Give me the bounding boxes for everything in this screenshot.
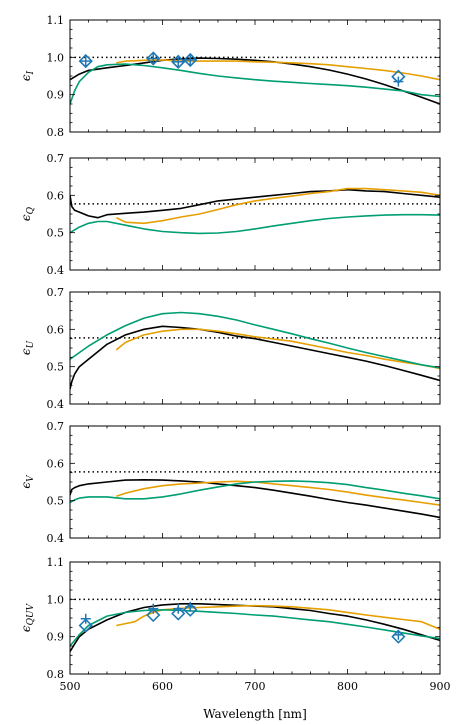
series-line-1 — [70, 57, 440, 105]
diamond-marker — [183, 602, 198, 617]
y-tick-label: 0.7 — [47, 420, 65, 433]
y-tick-label: 0.8 — [47, 668, 65, 681]
y-axis-label: ϵU — [19, 340, 36, 355]
y-tick-label: 0.5 — [47, 361, 65, 374]
panel-1: 0.8 0.9 1.0 1.1 ϵI — [19, 14, 441, 139]
series-line-1 — [70, 602, 440, 653]
plus-marker — [148, 53, 159, 64]
x-tick-label: 900 — [430, 680, 451, 693]
x-tick-label: 500 — [60, 680, 81, 693]
y-tick-label: 0.9 — [47, 89, 65, 102]
y-tick-label: 0.5 — [47, 495, 65, 508]
panel-3: 0.4 0.5 0.6 0.7 ϵU — [19, 286, 441, 411]
y-axis-label: ϵQ — [19, 206, 36, 221]
y-tick-label: 1.1 — [47, 556, 65, 569]
y-tick-label: 0.8 — [47, 126, 65, 139]
panel-4: 0.4 0.5 0.6 0.7 ϵV — [19, 420, 441, 545]
series-line-2 — [115, 187, 440, 225]
panel-2: 0.4 0.5 0.6 0.7 ϵQ — [19, 152, 441, 277]
series-line-3 — [70, 480, 440, 504]
y-tick-label: 1.0 — [47, 593, 65, 606]
y-axis-label: ϵQUV — [19, 602, 36, 632]
plot-frame — [69, 291, 441, 405]
diamond-marker — [78, 53, 93, 69]
y-tick-label: 0.7 — [47, 152, 65, 165]
diamond-marker — [146, 51, 161, 66]
diamond-marker — [391, 69, 406, 84]
y-tick-label: 1.0 — [47, 51, 65, 64]
y-tick-label: 0.4 — [47, 532, 65, 545]
plus-marker — [185, 54, 196, 65]
x-tick-label: 700 — [245, 680, 266, 693]
plus-marker — [393, 76, 404, 87]
diamond-marker — [171, 54, 186, 69]
diamond-marker — [391, 629, 406, 644]
plus-marker — [173, 56, 184, 67]
series-line-2 — [115, 328, 440, 370]
series-line-3 — [70, 63, 440, 105]
plot-frame — [69, 19, 441, 133]
y-tick-label: 0.4 — [47, 398, 65, 411]
diamond-marker — [78, 618, 93, 633]
series-line-3 — [70, 608, 440, 647]
y-axis-label: ϵV — [19, 474, 36, 489]
y-tick-label: 0.7 — [47, 286, 65, 299]
y-tick-label: 0.6 — [47, 457, 65, 470]
y-tick-label: 0.6 — [47, 189, 65, 202]
y-tick-label: 0.4 — [47, 264, 65, 277]
series-line-2 — [116, 59, 440, 81]
diamond-marker — [183, 52, 198, 68]
y-axis-label: ϵI — [19, 70, 36, 81]
series-line-2 — [116, 480, 440, 506]
diamond-marker — [171, 606, 186, 621]
series-line-1 — [70, 188, 440, 219]
series-line-3 — [70, 213, 440, 235]
panel-5: 0.8 0.9 1.0 1.1 500 600 700 800 900 ϵQUV — [19, 556, 451, 693]
x-axis-title: Wavelength [nm] — [203, 707, 307, 721]
y-tick-label: 1.1 — [47, 14, 65, 27]
y-tick-label: 0.6 — [47, 323, 65, 336]
diamond-marker — [146, 607, 161, 623]
y-tick-label: 0.9 — [47, 631, 65, 644]
plus-marker — [173, 603, 184, 614]
series-line-3 — [70, 311, 440, 369]
x-tick-label: 800 — [337, 680, 358, 693]
x-tick-label: 600 — [152, 680, 173, 693]
y-tick-label: 0.5 — [47, 227, 65, 240]
plus-marker — [80, 56, 91, 67]
series-line-1 — [70, 325, 440, 390]
